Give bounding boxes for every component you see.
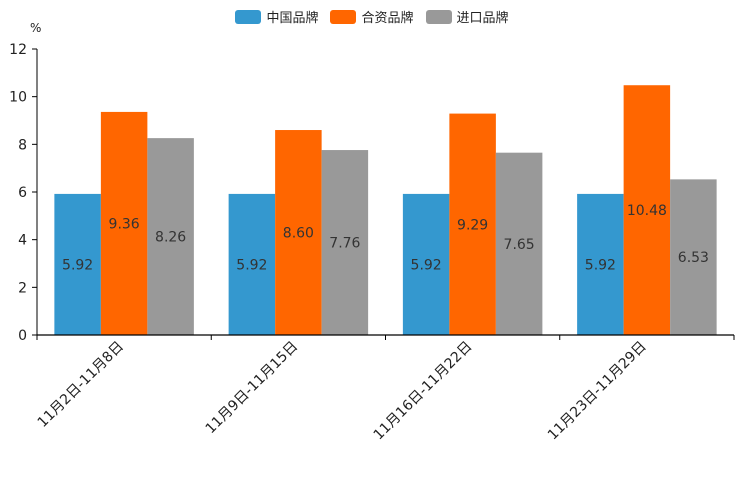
legend-label-imported-brands: 进口品牌 bbox=[456, 11, 509, 26]
data-label-1-0: 9.36 bbox=[109, 216, 140, 232]
data-label-1-3: 10.48 bbox=[627, 203, 667, 219]
legend-swatch-joint-venture-brands bbox=[330, 9, 357, 24]
data-label-0-0: 5.92 bbox=[62, 257, 93, 273]
y-tick-label-12: 12 bbox=[9, 42, 27, 58]
y-tick-label-4: 4 bbox=[18, 233, 27, 249]
x-tick-label-3: 11月23日-11月29日 bbox=[545, 339, 650, 444]
data-label-0-2: 5.92 bbox=[411, 257, 442, 273]
data-label-2-0: 8.26 bbox=[155, 230, 186, 246]
bar-0-3 bbox=[577, 193, 624, 335]
bar-1-1 bbox=[275, 130, 322, 335]
y-tick-label-8: 8 bbox=[18, 137, 27, 153]
data-label-0-1: 5.92 bbox=[236, 257, 267, 273]
data-label-1-1: 8.60 bbox=[283, 226, 314, 242]
y-axis-unit-label: % bbox=[30, 21, 42, 35]
x-tick-label-2: 11月16日-11月22日 bbox=[371, 339, 476, 444]
data-label-1-2: 9.29 bbox=[457, 217, 488, 233]
y-tick-label-2: 2 bbox=[18, 280, 27, 296]
legend-item-joint-venture-brands[interactable]: 合资品牌 bbox=[330, 7, 414, 26]
bar-2-1 bbox=[321, 150, 369, 335]
bar-2-0 bbox=[147, 138, 194, 335]
bar-1-2 bbox=[449, 113, 496, 335]
legend-item-imported-brands[interactable]: 进口品牌 bbox=[425, 7, 509, 26]
chart-legend: 中国品牌 合资品牌 进口品牌 bbox=[0, 7, 744, 26]
legend-label-china-brands: 中国品牌 bbox=[266, 11, 319, 26]
y-tick-label-10: 10 bbox=[9, 90, 27, 106]
x-tick-label-1: 11月9日-11月15日 bbox=[203, 339, 302, 438]
y-tick-label-0: 0 bbox=[18, 328, 27, 344]
legend-label-joint-venture-brands: 合资品牌 bbox=[361, 11, 414, 26]
data-label-2-3: 6.53 bbox=[678, 250, 709, 266]
bar-0-0 bbox=[54, 193, 101, 335]
bar-1-0 bbox=[100, 111, 148, 335]
data-label-2-2: 7.65 bbox=[504, 237, 535, 253]
bar-2-2 bbox=[495, 152, 543, 335]
x-tick-label-0: 11月2日-11月8日 bbox=[35, 339, 127, 431]
bar-2-3 bbox=[670, 179, 717, 335]
y-tick-label-6: 6 bbox=[18, 185, 27, 201]
bar-0-1 bbox=[228, 193, 276, 335]
legend-swatch-imported-brands bbox=[425, 9, 452, 24]
legend-item-china-brands[interactable]: 中国品牌 bbox=[235, 7, 318, 26]
bar-1-3 bbox=[623, 85, 671, 335]
data-label-0-3: 5.92 bbox=[585, 257, 616, 273]
bar-0-2 bbox=[402, 193, 450, 335]
legend-swatch-china-brands bbox=[235, 9, 262, 24]
data-label-2-1: 7.76 bbox=[329, 236, 360, 252]
